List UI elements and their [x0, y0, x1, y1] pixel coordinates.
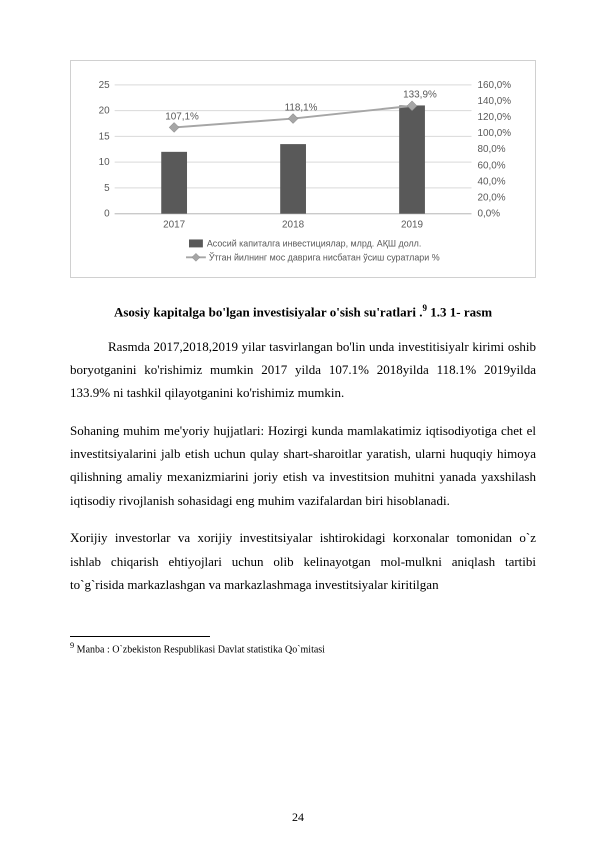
paragraph-1: Rasmda 2017,2018,2019 yilar tasvirlangan…: [70, 335, 536, 405]
paragraph-2: Sohaning muhim me'yoriy hujjatlari: Hozi…: [70, 419, 536, 513]
marker-2018: [288, 114, 298, 124]
line-label-2018: 118,1%: [285, 103, 318, 114]
bar-2018: [280, 144, 306, 214]
marker-2017: [169, 122, 179, 132]
y2tick-20: 20,0%: [477, 193, 505, 204]
ytick-10: 10: [99, 157, 111, 168]
line-label-2019: 133,9%: [403, 90, 437, 101]
ytick-15: 15: [99, 131, 111, 142]
chart-figure: 0 5 10 15 20 25 0,0% 20,0% 40,0% 60,0% 8…: [70, 60, 536, 278]
ytick-0: 0: [104, 209, 110, 220]
y2tick-80: 80,0%: [477, 144, 505, 155]
legend-label-bars: Асосий капиталга инвестициялар, млрд. АҚ…: [207, 238, 422, 248]
footnote-separator: [70, 636, 210, 637]
chart-svg: 0 5 10 15 20 25 0,0% 20,0% 40,0% 60,0% 8…: [75, 65, 531, 273]
ytick-20: 20: [99, 106, 111, 117]
legend-swatch-bars: [189, 239, 203, 247]
caption-suffix: 1.3 1- rasm: [427, 305, 492, 320]
xcat-2017: 2017: [163, 220, 186, 231]
y2tick-40: 40,0%: [477, 176, 505, 187]
page-number: 24: [0, 810, 596, 825]
xcat-2018: 2018: [282, 220, 305, 231]
bar-2019: [399, 105, 425, 213]
line-label-2017: 107,1%: [165, 112, 199, 123]
y2tick-100: 100,0%: [477, 128, 511, 139]
y2tick-120: 120,0%: [477, 112, 511, 123]
legend-label-line: Ўтган йилнинг мос даврига нисбатан ўсиш …: [209, 251, 440, 262]
figure-caption: Asosiy kapitalga bo'lgan investisiyalar …: [70, 303, 536, 320]
y2tick-160: 160,0%: [477, 80, 511, 91]
y2tick-60: 60,0%: [477, 160, 505, 171]
footnote-text: Manba : O`zbekiston Respublikasi Davlat …: [74, 645, 325, 656]
y2tick-0: 0,0%: [477, 209, 500, 220]
xcat-2019: 2019: [401, 220, 424, 231]
legend-swatch-line: [186, 253, 206, 261]
ytick-5: 5: [104, 183, 110, 194]
ytick-25: 25: [99, 80, 111, 91]
bar-2017: [161, 152, 187, 214]
y2tick-140: 140,0%: [477, 96, 511, 107]
caption-prefix: Asosiy kapitalga bo'lgan investisiyalar …: [114, 305, 423, 320]
footnote-9: 9 Manba : O`zbekiston Respublikasi Davla…: [70, 641, 536, 655]
paragraph-3: Xorijiy investorlar va xorijiy investits…: [70, 526, 536, 596]
